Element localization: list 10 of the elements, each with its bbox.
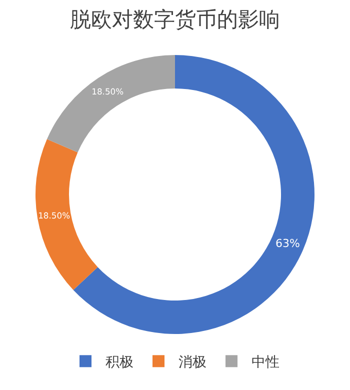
- legend-label: 消极: [178, 354, 206, 371]
- legend-label: 中性: [252, 354, 280, 371]
- data-label: 18.50%: [92, 86, 124, 97]
- data-label: 18.50%: [38, 210, 70, 220]
- donut-slice: [73, 55, 314, 334]
- chart-title: 脱欧对数字货币的影响: [70, 7, 280, 32]
- legend-label: 积极: [106, 354, 134, 371]
- donut-slice: [36, 139, 98, 290]
- data-label: 63%: [275, 236, 300, 250]
- donut-slice: [46, 55, 175, 152]
